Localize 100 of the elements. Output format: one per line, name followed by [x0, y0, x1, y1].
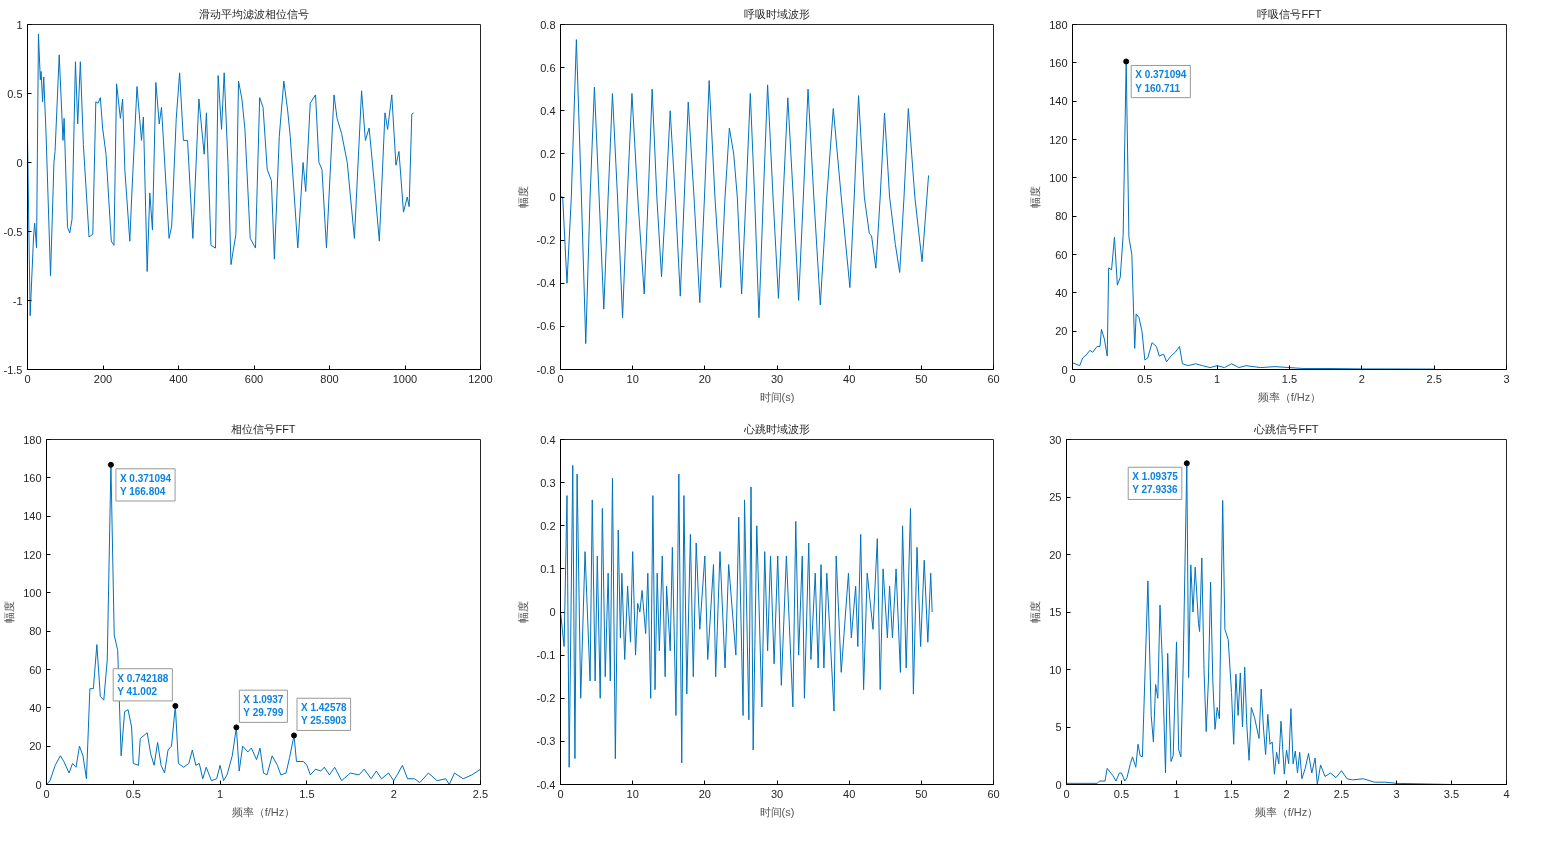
- x-tick-label: 2.5: [472, 787, 489, 800]
- x-tick-label: 30: [770, 372, 784, 385]
- y-tick-label: -1: [12, 294, 23, 307]
- y-tick-label: -0.8: [536, 363, 556, 376]
- chart-title: 相位信号FFT: [231, 422, 296, 435]
- x-axis-title: 频率（f/Hz）: [1254, 805, 1319, 818]
- annotation: X 0.742188 Y 41.002: [117, 672, 169, 697]
- y-tick-label: 0: [549, 606, 556, 618]
- chart-title: 呼吸时域波形: [744, 7, 810, 20]
- x-tick-label: 60: [987, 787, 1000, 800]
- x-tick-label: 1200: [468, 372, 493, 385]
- line-series: [27, 33, 415, 317]
- y-tick-label: 0.5: [7, 87, 23, 100]
- x-tick-label: 1.5: [299, 787, 315, 800]
- y-tick-label: 80: [29, 625, 42, 638]
- y-tick-label: -0.1: [536, 649, 556, 662]
- x-tick-label: 0: [557, 372, 564, 385]
- y-tick-label: -0.4: [536, 778, 556, 791]
- x-tick-label: 600: [244, 372, 264, 385]
- x-tick-label: 2: [390, 787, 397, 800]
- y-axis-title: 幅度: [1029, 186, 1042, 208]
- x-tick-label: 40: [843, 372, 856, 385]
- line-series: [560, 464, 933, 768]
- y-tick-label: 0.8: [540, 18, 556, 31]
- x-tick-label: 10: [626, 787, 639, 800]
- y-tick-label: 80: [1055, 210, 1068, 223]
- x-tick-label: 1.5: [1281, 372, 1298, 385]
- y-tick-label: 0: [1061, 363, 1068, 376]
- x-tick-label: 3.5: [1443, 787, 1460, 800]
- x-tick-label: 200: [93, 372, 113, 385]
- y-tick-label: 140: [23, 510, 42, 523]
- x-tick-label: 3: [1503, 372, 1510, 385]
- y-tick-label: 60: [1055, 248, 1068, 261]
- x-tick-label: 10: [626, 372, 639, 385]
- x-tick-label: 2: [1358, 372, 1365, 385]
- x-tick-label: 1.5: [1223, 787, 1240, 800]
- y-tick-label: 100: [23, 586, 42, 599]
- chart-title: 滑动平均滤波相位信号: [199, 7, 309, 20]
- annotation: X 1.09375 Y 27.9336: [1132, 471, 1179, 496]
- y-tick-label: 0.1: [540, 562, 556, 575]
- x-tick-label: 50: [915, 372, 928, 385]
- x-tick-label: 40: [843, 787, 856, 800]
- x-tick-label: 0.5: [125, 787, 141, 800]
- y-tick-label: 30: [1049, 433, 1062, 446]
- y-tick-label: 5: [1055, 721, 1062, 733]
- y-tick-label: 0: [1055, 778, 1062, 791]
- x-tick-label: 800: [320, 372, 339, 385]
- y-tick-label: 180: [23, 433, 42, 446]
- x-tick-label: 50: [915, 787, 928, 800]
- y-tick-label: -0.2: [536, 692, 556, 705]
- y-tick-label: 0.4: [540, 433, 556, 446]
- y-tick-label: -0.5: [3, 225, 23, 238]
- x-tick-label: 2: [1283, 787, 1290, 800]
- y-tick-label: 0: [35, 778, 42, 791]
- y-tick-label: 120: [1049, 133, 1068, 146]
- chart-title: 呼吸信号FFT: [1257, 7, 1322, 20]
- x-tick-label: 3: [1393, 787, 1400, 800]
- y-axis-title: 幅度: [1029, 601, 1042, 623]
- y-axis-title: 幅度: [3, 601, 16, 623]
- x-axis-title: 频率（f/Hz）: [1257, 390, 1322, 403]
- x-tick-label: 0: [43, 787, 50, 800]
- x-tick-label: 0: [1069, 372, 1076, 385]
- x-axis-title: 时间(s): [759, 390, 795, 403]
- x-tick-label: 30: [770, 787, 784, 800]
- y-tick-label: 0.2: [540, 519, 556, 532]
- y-tick-label: 25: [1049, 491, 1062, 503]
- y-tick-label: 160: [23, 471, 42, 484]
- x-tick-label: 1000: [392, 372, 418, 385]
- x-tick-label: 20: [698, 787, 711, 800]
- y-tick-label: 0: [549, 191, 556, 203]
- x-tick-label: 2.5: [1333, 787, 1350, 800]
- line-series: [560, 39, 930, 345]
- y-tick-label: 0.6: [540, 61, 556, 74]
- y-tick-label: 40: [29, 701, 42, 714]
- x-tick-label: 20: [698, 372, 711, 385]
- y-tick-label: 0: [16, 156, 23, 169]
- y-tick-label: 60: [29, 663, 42, 676]
- x-tick-label: 2.5: [1426, 372, 1442, 385]
- y-tick-label: -1.5: [3, 363, 23, 376]
- x-tick-label: 0.5: [1137, 372, 1153, 385]
- y-tick-label: 0.2: [540, 147, 556, 160]
- y-tick-label: 10: [1049, 663, 1062, 676]
- x-tick-label: 1: [1214, 372, 1221, 385]
- y-tick-label: -0.3: [536, 735, 556, 748]
- y-tick-label: 160: [1049, 56, 1068, 69]
- y-tick-label: 20: [29, 740, 42, 753]
- x-tick-label: 1: [217, 787, 224, 800]
- y-tick-label: 20: [1049, 548, 1062, 561]
- x-tick-label: 400: [169, 372, 188, 385]
- y-tick-label: 20: [1055, 325, 1068, 338]
- y-tick-label: -0.4: [536, 277, 556, 290]
- annotation: X 0.371094 Y 166.804: [119, 472, 172, 497]
- y-tick-label: 100: [1049, 171, 1068, 184]
- y-tick-label: 0.4: [540, 104, 556, 117]
- x-axis-title: 时间(s): [759, 805, 795, 818]
- x-tick-label: 0.5: [1113, 787, 1130, 800]
- x-tick-label: 60: [987, 372, 1000, 385]
- y-tick-label: 15: [1049, 606, 1062, 618]
- annotation: X 0.371094 Y 160.711: [1135, 69, 1187, 94]
- annotation: X 1.42578 Y 25.5903: [301, 702, 348, 727]
